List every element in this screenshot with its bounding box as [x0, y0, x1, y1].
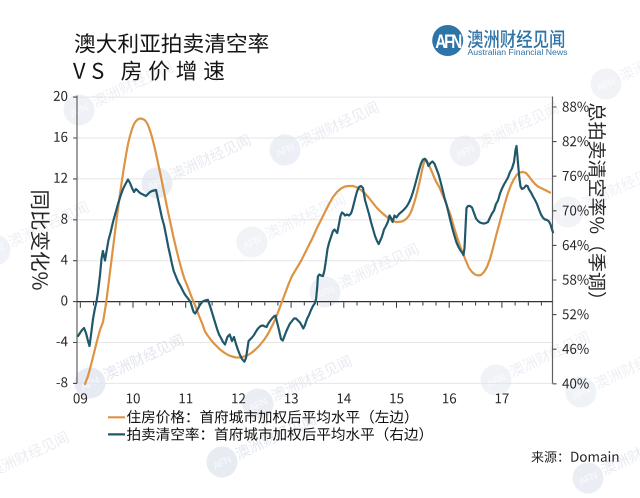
svg-text:AFN: AFN: [435, 30, 462, 52]
svg-text:Australian Financial News: Australian Financial News: [468, 47, 569, 57]
